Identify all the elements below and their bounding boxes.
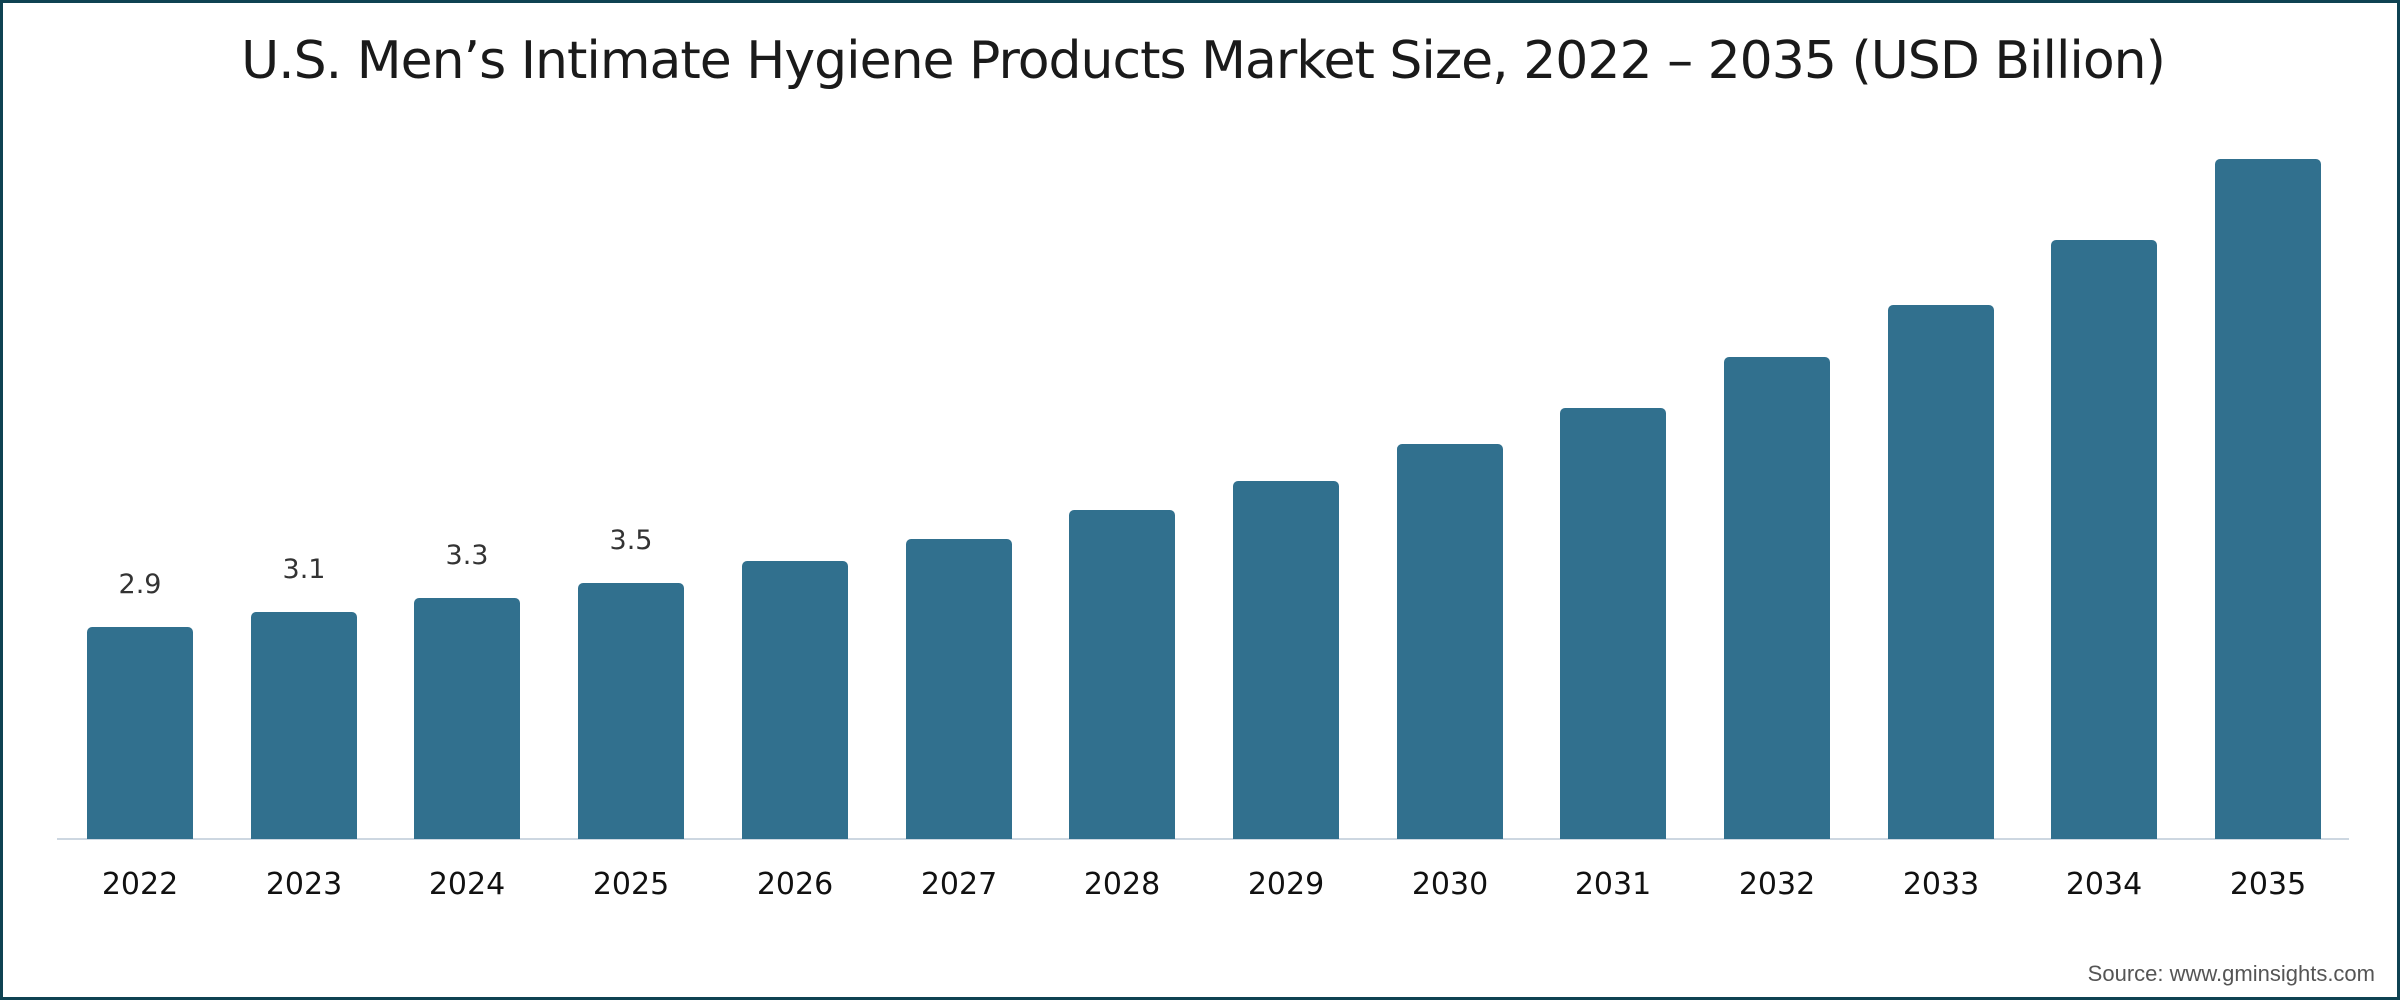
- x-tick-label-2034: 2034: [2065, 867, 2143, 902]
- bar-2023: [251, 612, 357, 839]
- bar-2028: [1069, 510, 1175, 839]
- bar-2035: [2215, 159, 2321, 839]
- x-axis-line: [57, 838, 2349, 840]
- bar-2022: [87, 627, 193, 839]
- x-tick-label-2031: 2031: [1574, 867, 1652, 902]
- x-tick-label-2022: 2022: [101, 867, 179, 902]
- x-tick-label-2026: 2026: [756, 867, 834, 902]
- bar-2031: [1560, 408, 1666, 839]
- bar-2034: [2051, 240, 2157, 839]
- bar-2027: [906, 539, 1012, 839]
- plot-area: 2.9 2022 3.1 2023 3.3 2024 3.5 2025 2026 2027 2028…: [3, 3, 2400, 1003]
- data-label-2022: 2.9: [118, 569, 162, 600]
- bar-2024: [414, 598, 520, 839]
- data-label-2025: 3.5: [609, 525, 653, 556]
- x-tick-label-2027: 2027: [920, 867, 998, 902]
- bar-2030: [1397, 444, 1503, 839]
- bar-2029: [1233, 481, 1339, 839]
- data-label-2023: 3.1: [282, 554, 326, 585]
- chart-title: U.S. Men’s Intimate Hygiene Products Mar…: [241, 31, 2166, 91]
- x-tick-label-2025: 2025: [592, 867, 670, 902]
- bar-2032: [1724, 357, 1830, 839]
- x-tick-label-2024: 2024: [428, 867, 506, 902]
- x-tick-label-2029: 2029: [1247, 867, 1325, 902]
- bar-2025: [578, 583, 684, 839]
- x-tick-label-2035: 2035: [2229, 867, 2307, 902]
- source-note: Source: www.gminsights.com: [2087, 961, 2375, 986]
- x-tick-label-2028: 2028: [1083, 867, 1161, 902]
- x-tick-label-2030: 2030: [1411, 867, 1489, 902]
- x-tick-label-2023: 2023: [265, 867, 343, 902]
- bar-2033: [1888, 305, 1994, 839]
- bar-2026: [742, 561, 848, 839]
- x-tick-label-2033: 2033: [1902, 867, 1980, 902]
- data-label-2024: 3.3: [445, 540, 489, 571]
- x-tick-label-2032: 2032: [1738, 867, 1816, 902]
